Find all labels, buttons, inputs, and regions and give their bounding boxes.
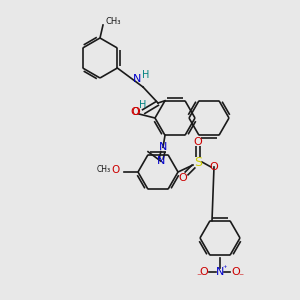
Text: H: H [139,100,147,110]
Text: O: O [130,107,140,117]
Text: ⁺: ⁺ [223,263,227,272]
Text: O: O [200,267,208,277]
Text: O: O [178,173,188,183]
Text: N: N [133,74,141,84]
Text: O: O [111,165,119,175]
Text: O: O [132,107,140,117]
Text: N: N [157,156,165,166]
Text: CH₃: CH₃ [97,166,111,175]
Text: O: O [232,267,240,277]
Text: O: O [210,162,218,172]
Text: H: H [142,70,150,80]
Text: ⁻: ⁻ [238,272,244,282]
Text: O: O [194,137,202,147]
Text: CH₃: CH₃ [105,17,121,26]
Text: N: N [216,267,224,277]
Text: N: N [159,142,167,152]
Text: ⁻: ⁻ [196,272,202,282]
Text: S: S [194,155,202,169]
